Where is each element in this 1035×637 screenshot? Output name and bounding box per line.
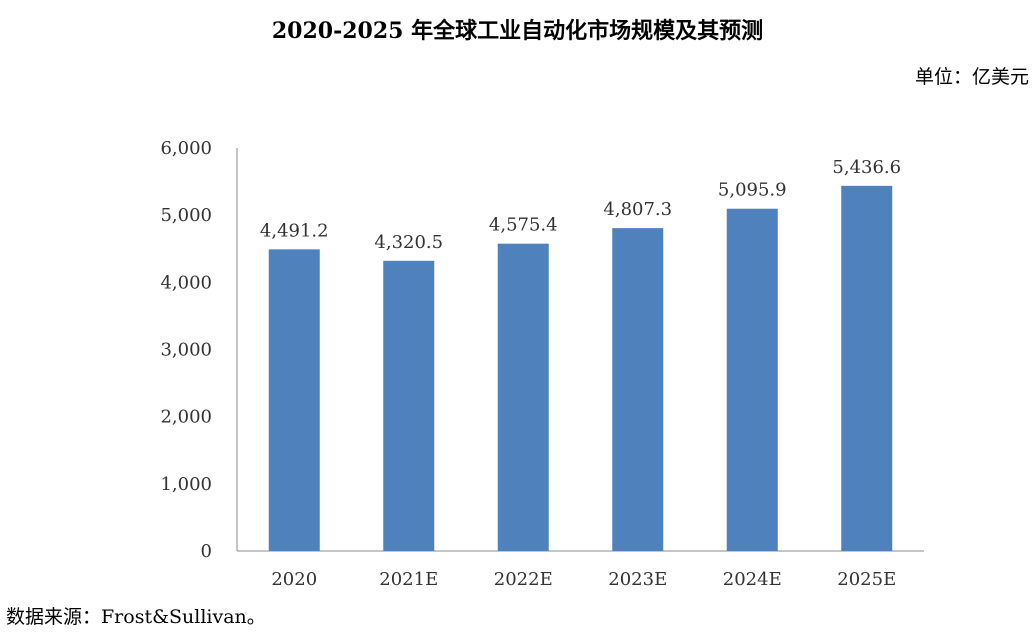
unit-label: 单位：亿美元 bbox=[914, 66, 1029, 88]
data-label: 4,807.3 bbox=[603, 199, 672, 220]
data-label: 5,095.9 bbox=[718, 180, 787, 201]
x-tick-label: 2025E bbox=[837, 569, 896, 590]
bar bbox=[383, 260, 435, 551]
bar bbox=[268, 249, 320, 551]
y-tick-label: 1,000 bbox=[160, 474, 212, 495]
x-axis-labels: 2020 2021E 2022E 2023E 2024E 2025E bbox=[271, 569, 896, 590]
source-note: 数据来源：Frost&Sullivan。 bbox=[6, 606, 266, 628]
y-tick-label: 0 bbox=[201, 541, 212, 562]
y-tick-label: 4,000 bbox=[160, 272, 212, 293]
data-label: 4,320.5 bbox=[374, 232, 443, 253]
bar bbox=[497, 243, 549, 551]
y-tick-label: 3,000 bbox=[160, 340, 212, 361]
y-tick-label: 5,000 bbox=[160, 205, 212, 226]
x-tick-label: 2023E bbox=[608, 569, 667, 590]
x-tick-label: 2022E bbox=[494, 569, 553, 590]
data-label: 4,575.4 bbox=[489, 215, 558, 236]
x-tick-label: 2024E bbox=[723, 569, 782, 590]
bar bbox=[612, 228, 664, 551]
chart-title: 2020-2025 年全球工业自动化市场规模及其预测 bbox=[271, 18, 764, 44]
data-label: 5,436.6 bbox=[832, 157, 901, 178]
y-tick-label: 6,000 bbox=[160, 138, 212, 159]
bar bbox=[726, 208, 778, 551]
y-tick-label: 2,000 bbox=[160, 407, 212, 428]
x-tick-label: 2021E bbox=[379, 569, 438, 590]
bars bbox=[268, 185, 893, 551]
x-tick-label: 2020 bbox=[271, 569, 317, 590]
data-labels: 4,491.2 4,320.5 4,575.4 4,807.3 5,095.9 5,436… bbox=[260, 157, 901, 253]
data-label: 4,491.2 bbox=[260, 220, 329, 241]
y-axis-ticks: 0 1,000 2,000 3,000 4,000 5,000 6,000 bbox=[160, 138, 212, 562]
bar bbox=[841, 185, 893, 551]
